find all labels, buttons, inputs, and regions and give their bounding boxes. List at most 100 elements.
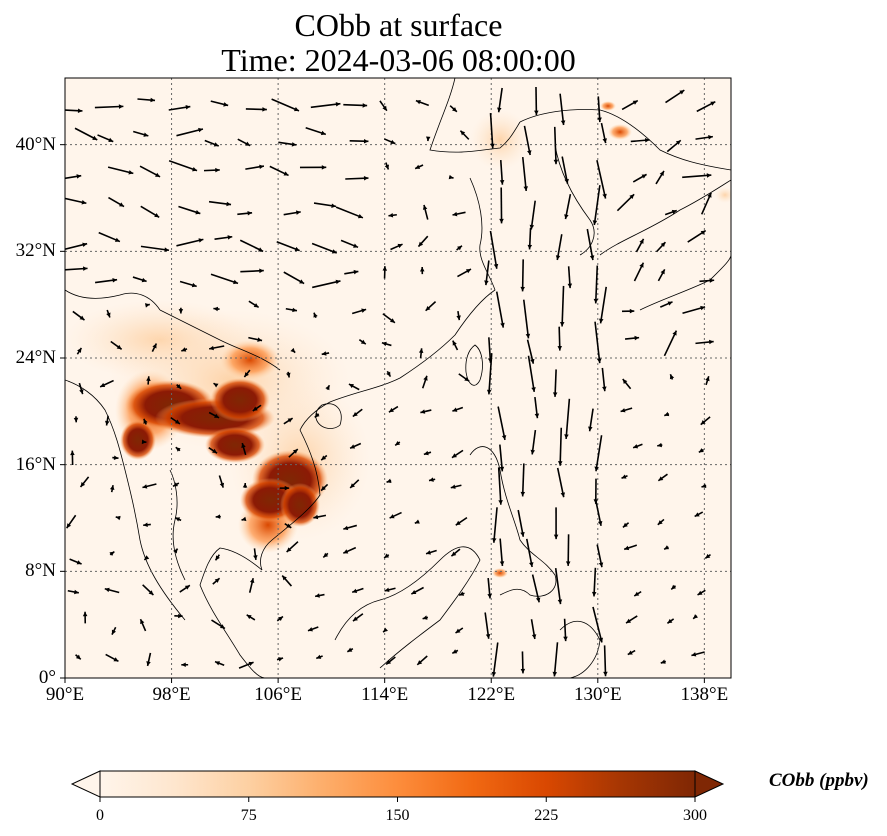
wind-arrow [215,514,221,519]
wind-arrow [284,523,292,529]
wind-arrow [616,193,635,212]
wind-arrow [592,185,601,226]
wind-arrow [452,406,464,412]
wind-arrow [596,159,607,199]
wind-arrow [351,308,367,315]
wind-arrow [383,138,396,145]
wind-arrow [594,321,602,364]
latitude-label: 0° [38,667,56,688]
latitude-label: 32°N [15,240,56,262]
wind-arrow [594,435,603,472]
wind-arrow [450,484,462,489]
wind-arrow [340,239,359,249]
wind-arrow [559,285,565,327]
wind-arrow [527,227,533,250]
wind-arrow [168,160,198,172]
wind-arrow [522,299,531,339]
colorbar [70,770,725,802]
wind-arrow [564,193,572,220]
wind-arrow [666,618,675,624]
wind-arrow [520,259,525,292]
wind-arrow [345,175,369,181]
wind-arrow [74,127,98,141]
wind-arrow [210,273,239,285]
colorbar-tick-label: 225 [534,807,559,824]
wind-arrow [351,587,364,594]
wind-arrow [450,548,461,557]
wind-arrow [417,235,429,248]
wind-vectors [65,87,716,677]
colorbar-gradient [100,771,695,797]
wind-arrow [596,544,604,568]
wind-arrow [497,467,503,505]
wind-arrow [173,548,179,554]
wind-arrow [695,339,714,345]
wind-arrow [65,266,88,271]
longitude-label: 130°E [573,684,622,705]
wind-arrow [455,516,468,526]
wind-arrow [241,442,247,456]
wind-arrow [137,97,156,103]
wind-arrow [213,306,220,312]
wind-arrow [664,411,670,417]
wind-arrow [564,398,571,439]
wind-arrow [311,242,338,254]
wind-arrow [108,196,125,208]
wind-arrow [379,100,388,112]
wind-arrow [625,615,638,624]
wind-arrow [388,213,397,218]
wind-arrow [666,139,682,153]
wind-arrow [172,482,180,488]
wind-arrow [565,534,571,566]
wind-arrow [459,130,470,140]
latitude-label: 8°N [25,560,56,582]
wind-arrow [499,187,504,224]
wind-arrow [382,313,396,324]
wind-arrow [534,396,540,419]
wind-arrow [697,589,706,596]
wind-arrow [559,93,566,126]
wind-arrow [632,443,643,449]
wind-arrow [422,204,429,220]
wind-arrow [623,544,638,551]
wind-arrow [181,347,188,352]
wind-arrow [621,474,628,480]
wind-arrow [621,308,635,314]
wind-arrow [248,300,260,309]
wind-arrow [105,653,119,663]
wind-arrow [310,101,341,109]
wind-arrow [410,586,424,595]
wind-arrow [552,369,558,397]
wind-arrow [243,369,251,378]
wind-arrow [601,367,607,392]
wind-arrow [178,205,201,215]
wind-arrow [179,280,197,288]
wind-arrow [655,241,667,253]
wind-arrow [95,278,118,284]
wind-arrow [174,516,182,522]
wind-arrow [132,276,147,283]
wind-arrow [705,376,710,386]
wind-arrow [597,96,602,123]
wind-arrow [312,279,341,289]
wind-arrow [65,108,83,113]
wind-arrow [456,311,461,321]
wind-arrow [527,355,536,392]
wind-arrow [342,546,357,554]
wind-arrow [313,202,337,208]
wind-arrow [315,654,323,660]
wind-arrow [240,268,264,274]
wind-arrow [452,340,459,351]
wind-arrow [82,611,88,624]
wind-arrow [343,103,368,108]
wind-arrow [252,404,262,412]
colorbar-tick-label: 0 [96,807,104,824]
wind-arrow [320,454,328,461]
axis-ticks [60,144,705,683]
wind-arrow [65,242,88,251]
wind-arrow [695,135,713,140]
wind-arrow [283,210,301,216]
wind-arrow [593,478,599,504]
wind-arrow [208,411,220,419]
